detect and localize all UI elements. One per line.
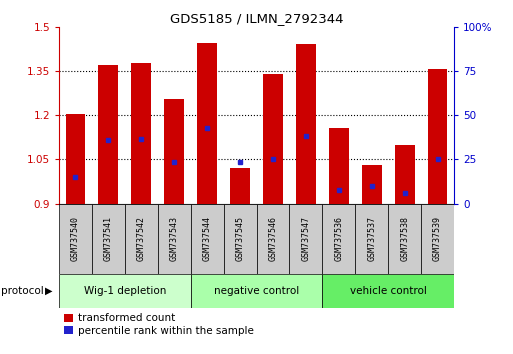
Text: GSM737544: GSM737544	[203, 216, 212, 262]
Bar	[263, 74, 283, 204]
Bar	[394, 144, 415, 204]
Bar	[59, 274, 191, 308]
Text: GSM737537: GSM737537	[367, 216, 376, 262]
Text: GSM737545: GSM737545	[235, 216, 245, 262]
Bar	[428, 69, 447, 204]
Bar	[224, 204, 256, 274]
Bar	[191, 274, 322, 308]
Bar	[131, 63, 151, 204]
Bar	[362, 165, 382, 204]
Title: GDS5185 / ILMN_2792344: GDS5185 / ILMN_2792344	[170, 12, 343, 25]
Bar	[197, 43, 217, 204]
Bar	[256, 204, 289, 274]
Bar	[230, 168, 250, 204]
Bar	[289, 204, 322, 274]
Text: protocol: protocol	[1, 286, 44, 296]
Text: GSM737540: GSM737540	[71, 216, 80, 262]
Bar	[191, 204, 224, 274]
Bar	[98, 65, 118, 204]
Text: GSM737541: GSM737541	[104, 216, 113, 262]
Text: GSM737536: GSM737536	[334, 216, 343, 262]
Text: GSM737546: GSM737546	[268, 216, 278, 262]
Text: GSM737538: GSM737538	[400, 216, 409, 262]
Bar	[92, 204, 125, 274]
Bar	[322, 274, 454, 308]
Text: GSM737543: GSM737543	[170, 216, 179, 262]
Bar	[158, 204, 191, 274]
Bar	[329, 128, 349, 204]
Text: ▶: ▶	[45, 286, 52, 296]
Bar	[125, 204, 158, 274]
Bar	[296, 44, 315, 204]
Bar	[59, 204, 92, 274]
Text: Wig-1 depletion: Wig-1 depletion	[84, 286, 166, 296]
Legend: transformed count, percentile rank within the sample: transformed count, percentile rank withi…	[64, 313, 253, 336]
Text: vehicle control: vehicle control	[350, 286, 427, 296]
Text: GSM737547: GSM737547	[301, 216, 310, 262]
Bar	[421, 204, 454, 274]
Bar	[164, 99, 184, 204]
Bar	[355, 204, 388, 274]
Text: negative control: negative control	[214, 286, 299, 296]
Bar	[322, 204, 355, 274]
Bar	[66, 114, 85, 204]
Text: GSM737542: GSM737542	[137, 216, 146, 262]
Bar	[388, 204, 421, 274]
Text: GSM737539: GSM737539	[433, 216, 442, 262]
